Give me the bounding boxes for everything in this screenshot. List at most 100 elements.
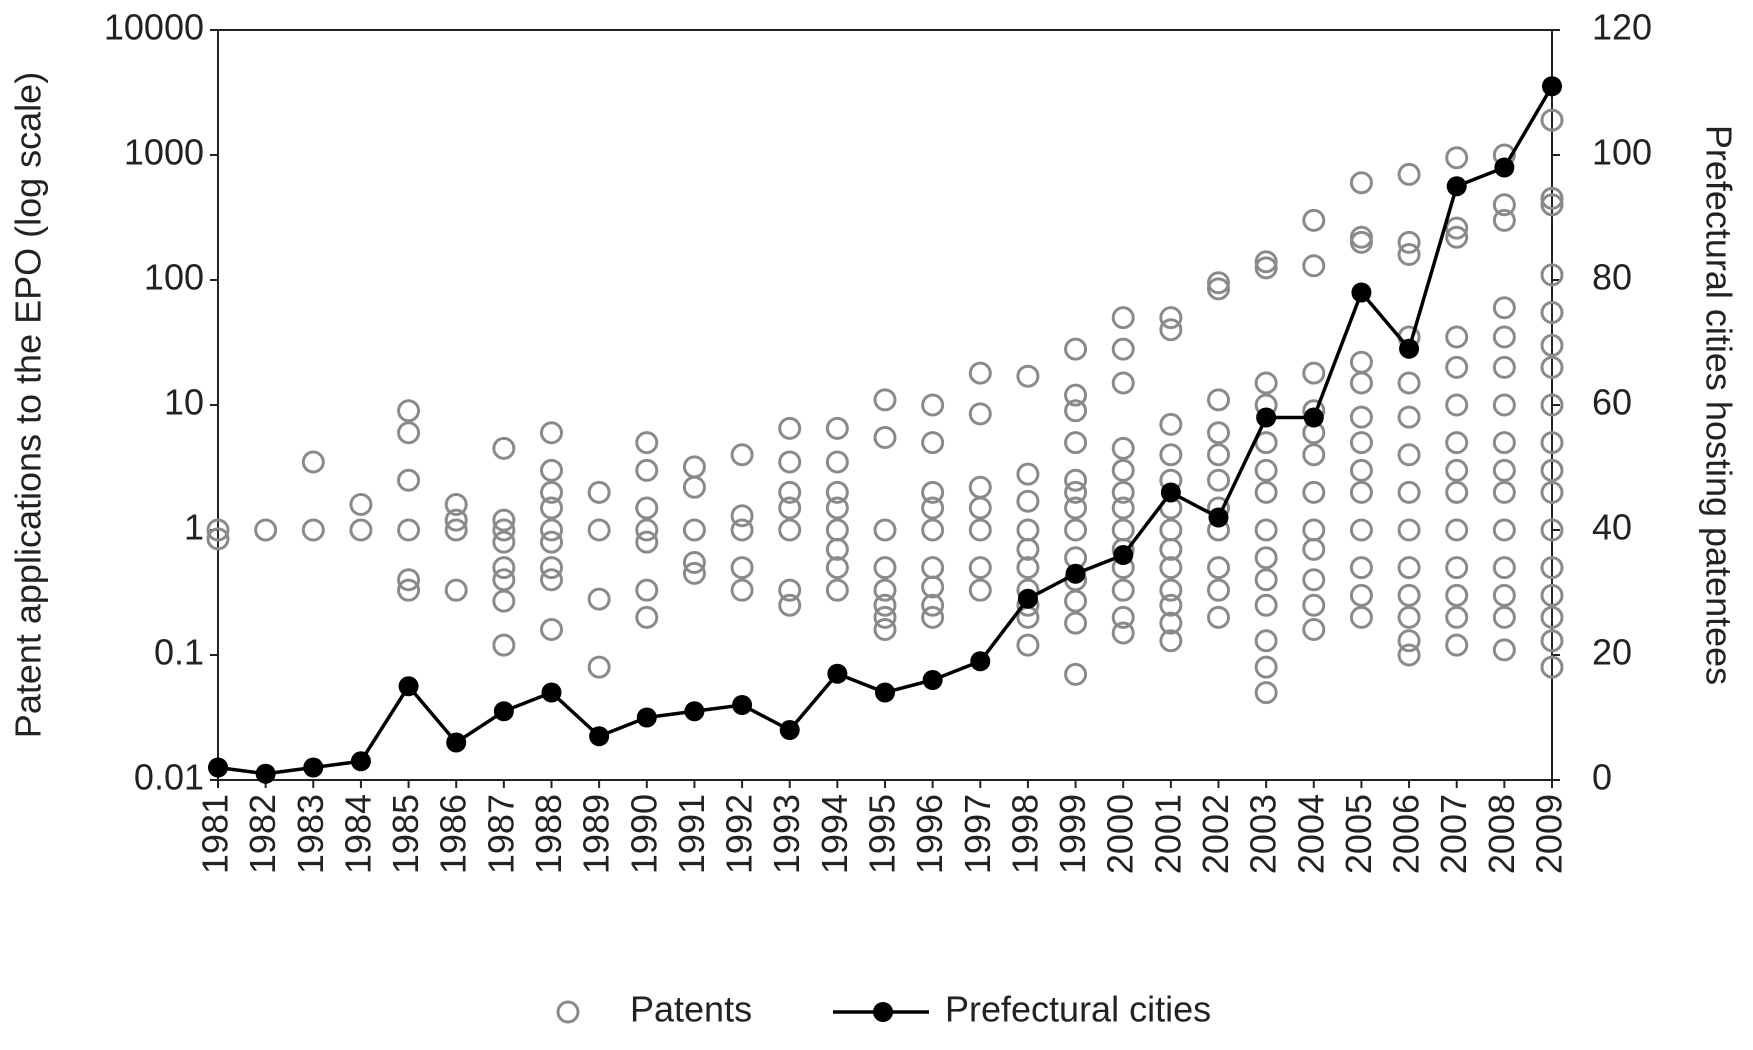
- x-tick-label: 2009: [1529, 794, 1570, 874]
- patent-point: [1349, 605, 1373, 629]
- patent-point: [1540, 431, 1564, 455]
- patent-point: [540, 480, 563, 504]
- patent-point: [1016, 462, 1040, 486]
- patent-point: [1064, 611, 1088, 635]
- y-tick-label: 10: [164, 382, 204, 423]
- patent-point: [635, 578, 659, 602]
- patent-point: [587, 655, 611, 679]
- patent-point: [968, 556, 992, 580]
- patent-point: [968, 402, 992, 426]
- patent-point: [730, 518, 754, 542]
- patent-point: [1016, 537, 1040, 561]
- y2-tick-label: 20: [1592, 632, 1632, 673]
- patent-point: [587, 518, 611, 542]
- patent-point: [1254, 480, 1278, 504]
- patent-point: [1016, 556, 1040, 580]
- patent-point: [1540, 583, 1564, 607]
- patent-point: [1064, 496, 1088, 520]
- patent-point: [1016, 633, 1040, 657]
- y2-tick-label: 80: [1592, 257, 1632, 298]
- patent-point: [1492, 638, 1516, 662]
- patent-point: [1254, 458, 1278, 482]
- x-tick-label: 1986: [433, 794, 474, 874]
- patent-point: [1064, 662, 1088, 686]
- patent-point: [444, 508, 468, 532]
- x-tick-label: 1987: [480, 794, 521, 874]
- patent-point: [540, 458, 563, 482]
- patent-point: [1349, 583, 1373, 607]
- patent-point: [1016, 364, 1040, 388]
- patent-point: [1492, 556, 1516, 580]
- patent-point: [873, 556, 897, 580]
- patent-point: [1492, 355, 1516, 379]
- patent-point: [1111, 458, 1135, 482]
- patent-point: [1397, 480, 1421, 504]
- patent-point: [730, 556, 754, 580]
- patent-point: [492, 530, 516, 554]
- x-tick-label: 2004: [1290, 794, 1331, 874]
- patent-point: [1397, 518, 1421, 542]
- cities-point: [684, 701, 705, 722]
- patent-point: [397, 399, 421, 423]
- patent-point: [492, 518, 516, 542]
- patent-point: [492, 556, 516, 580]
- patent-point: [301, 450, 325, 474]
- patent-point: [492, 589, 516, 613]
- y-tick-label: 10000: [104, 7, 204, 48]
- patent-point: [540, 556, 563, 580]
- patent-point: [682, 550, 706, 574]
- patent-point: [1111, 578, 1135, 602]
- patent-point: [1159, 578, 1183, 602]
- cities-point: [875, 682, 895, 703]
- patent-point: [968, 361, 992, 385]
- patent-point: [1111, 337, 1135, 361]
- patent-point: [1445, 480, 1469, 504]
- x-tick-label: 2005: [1338, 794, 1379, 874]
- patent-point: [825, 416, 849, 440]
- patent-point: [492, 633, 516, 657]
- patent-point: [1445, 393, 1469, 417]
- x-tick-label: 1994: [814, 794, 855, 874]
- x-tick-label: 2008: [1481, 794, 1522, 874]
- patent-point: [1445, 556, 1469, 580]
- patent-point: [1207, 277, 1230, 301]
- patent-point: [1111, 480, 1135, 504]
- x-tick-label: 1996: [909, 794, 950, 874]
- cities-point: [1303, 407, 1324, 428]
- patent-point: [1159, 629, 1183, 653]
- x-tick-label: 1981: [195, 794, 236, 874]
- patent-point: [587, 480, 611, 504]
- patent-point: [540, 617, 563, 641]
- patent-point: [1064, 399, 1088, 423]
- patent-point: [1492, 583, 1516, 607]
- patent-point: [873, 593, 897, 617]
- patent-point: [682, 561, 706, 585]
- patent-point: [1064, 431, 1088, 455]
- patent-point: [778, 578, 802, 602]
- patent-point: [1064, 468, 1088, 492]
- patent-point: [1445, 225, 1469, 249]
- patent-point: [968, 578, 992, 602]
- patent-point: [635, 530, 659, 554]
- x-tick-label: 1998: [1004, 794, 1045, 874]
- patent-point: [825, 496, 849, 520]
- y2-tick-label: 0: [1592, 757, 1612, 798]
- x-tick-label: 1985: [385, 794, 426, 874]
- patent-point: [540, 568, 563, 592]
- patent-point: [682, 518, 706, 542]
- patent-point: [206, 518, 230, 542]
- patent-point: [1254, 431, 1278, 455]
- patent-point: [1445, 216, 1469, 240]
- cities-point: [493, 701, 514, 722]
- patent-point: [1397, 443, 1421, 467]
- patent-point: [1540, 186, 1564, 210]
- patent-point: [1254, 250, 1278, 274]
- patent-point: [1349, 230, 1373, 254]
- cities-point: [1446, 176, 1467, 197]
- patent-point: [730, 504, 754, 528]
- patent-point: [825, 556, 849, 580]
- patent-point: [1159, 611, 1183, 635]
- patent-point: [1445, 605, 1469, 629]
- patent-point: [730, 578, 754, 602]
- x-tick-label: 1982: [242, 794, 283, 874]
